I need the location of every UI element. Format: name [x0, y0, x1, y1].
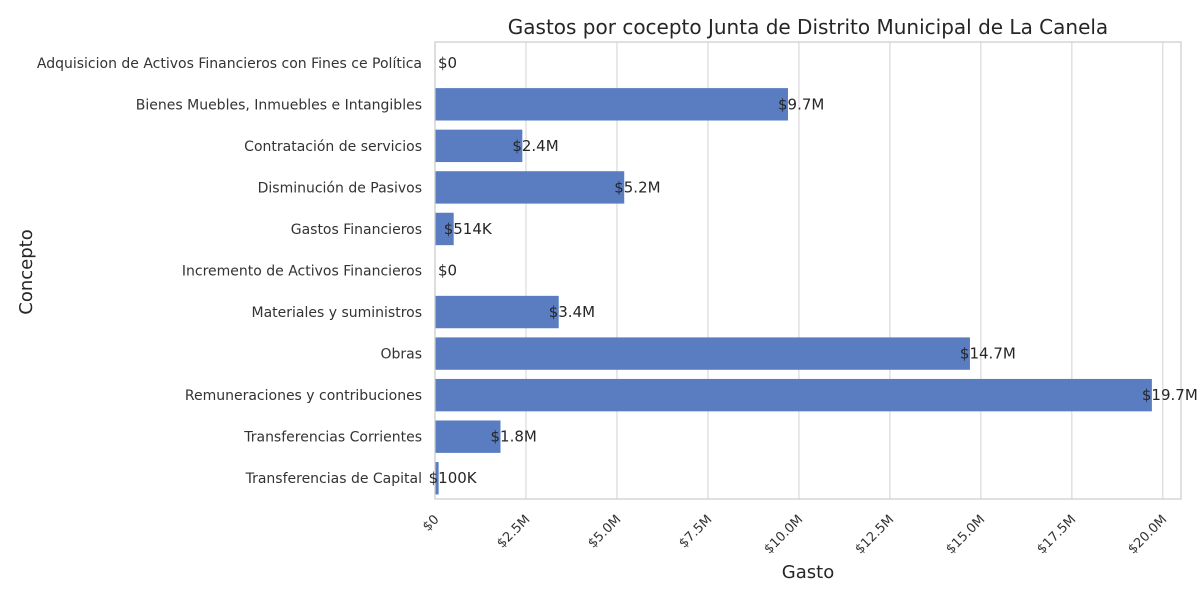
bar — [435, 378, 1152, 412]
x-tick-label: $5.0M — [585, 512, 624, 551]
label-layer: $0 $9.7M $2.4M $5.2M $514K $0 $3.4M $14.7M $19.7… — [429, 54, 1198, 487]
data-label: $0 — [438, 54, 457, 72]
category-label: Disminución de Pasivos — [258, 180, 422, 196]
data-label: $9.7M — [778, 95, 824, 113]
bar — [435, 88, 788, 121]
x-tick-label: $17.5M — [1034, 512, 1079, 557]
data-label: $0 — [438, 262, 457, 280]
x-axis-title: Gasto — [782, 562, 834, 583]
data-label: $19.7M — [1142, 386, 1198, 404]
category-label: Adquisicion de Activos Financieros con F… — [37, 56, 422, 72]
bar — [435, 462, 439, 495]
x-tick-label: $7.5M — [676, 512, 715, 551]
chart-title: Gastos por cocepto Junta de Distrito Mun… — [508, 15, 1108, 39]
bar-layer — [435, 88, 1152, 495]
y-axis-title: Concepto — [16, 229, 37, 314]
category-label: Materiales y suministros — [251, 305, 422, 321]
category-label: Obras — [380, 347, 422, 363]
data-label: $100K — [429, 469, 478, 487]
data-label: $5.2M — [614, 178, 660, 196]
bar — [435, 420, 501, 453]
category-label: Contratación de servicios — [244, 139, 422, 155]
category-label: Remuneraciones y contribuciones — [185, 388, 422, 404]
data-label: $514K — [444, 220, 493, 238]
category-label: Bienes Muebles, Inmuebles e Intangibles — [136, 97, 422, 113]
bar — [435, 212, 454, 246]
x-tick-label: $2.5M — [494, 512, 533, 551]
bar — [435, 171, 625, 204]
bar — [435, 129, 523, 163]
category-label: Transferencias de Capital — [245, 471, 422, 487]
data-label: $2.4M — [512, 137, 558, 155]
category-label: Gastos Financieros — [291, 222, 422, 238]
x-tick-label: $12.5M — [852, 512, 897, 557]
data-label: $1.8M — [491, 428, 537, 446]
x-tick-label: $20.0M — [1125, 512, 1170, 557]
data-label: $14.7M — [960, 345, 1016, 363]
bar — [435, 337, 970, 370]
data-label: $3.4M — [549, 303, 595, 321]
plot-frame — [434, 41, 1182, 500]
bar — [435, 295, 559, 329]
x-tick-label: $0 — [420, 512, 442, 534]
category-label: Transferencias Corrientes — [243, 430, 422, 446]
x-tick-label: $15.0M — [943, 512, 988, 557]
category-label: Incremento de Activos Financieros — [182, 264, 422, 280]
x-tick-label: $10.0M — [761, 512, 806, 557]
